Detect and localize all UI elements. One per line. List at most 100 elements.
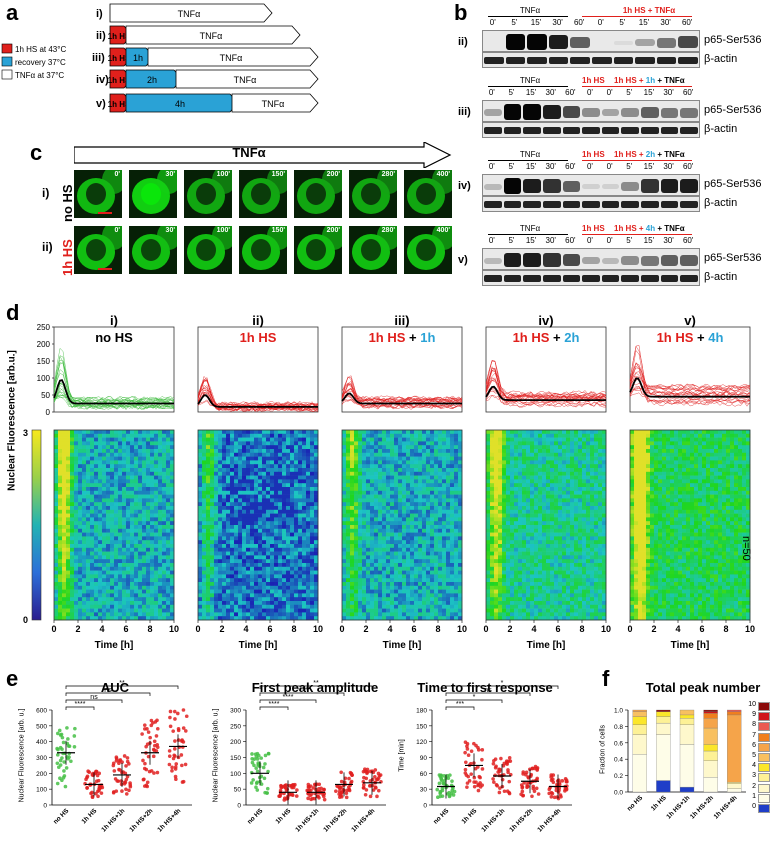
heat-cell — [350, 563, 355, 568]
heat-cell — [446, 528, 451, 533]
heat-cell — [302, 494, 307, 499]
heat-cell — [386, 452, 391, 457]
heat-cell — [410, 616, 415, 621]
heat-cell — [278, 608, 283, 613]
heat-cell — [450, 441, 455, 446]
heat-cell — [254, 547, 259, 552]
heat-cell — [258, 521, 263, 526]
heat-cell — [426, 475, 431, 480]
heat-cell — [298, 468, 303, 473]
heat-cell — [250, 578, 255, 583]
cell-image — [77, 226, 122, 270]
heat-cell — [234, 471, 239, 476]
heat-cell — [206, 536, 211, 541]
heat-cell — [118, 585, 123, 590]
heat-cell — [118, 479, 123, 484]
heat-cell — [62, 601, 67, 606]
heat-cell — [74, 536, 79, 541]
heat-cell — [378, 521, 383, 526]
heat-cell — [374, 597, 379, 602]
heat-cell — [302, 536, 307, 541]
heat-cell — [110, 483, 115, 488]
heat-cell — [418, 490, 423, 495]
heat-cell — [410, 559, 415, 564]
heat-cell — [446, 445, 451, 450]
heat-cell — [162, 456, 167, 461]
heat-cell — [366, 506, 371, 511]
heat-cell — [146, 525, 151, 530]
heat-cell — [458, 487, 463, 492]
heat-cell — [362, 449, 367, 454]
heat-cell — [290, 506, 295, 511]
heat-cell — [226, 521, 231, 526]
heat-cell — [110, 460, 115, 465]
heat-cell — [110, 487, 115, 492]
heat-cell — [354, 532, 359, 537]
heat-cell — [210, 578, 215, 583]
nucleus — [416, 183, 436, 205]
heat-cell — [310, 563, 315, 568]
heat-cell — [358, 601, 363, 606]
heat-cell — [110, 612, 115, 617]
heat-cell — [458, 464, 463, 469]
heat-cell — [222, 441, 227, 446]
heat-cell — [106, 597, 111, 602]
band — [523, 252, 541, 268]
heat-cell — [198, 601, 203, 606]
heat-cell — [278, 585, 283, 590]
heat-cell — [258, 536, 263, 541]
heat-cell — [418, 582, 423, 587]
heat-cell — [218, 456, 223, 461]
heat-cell — [282, 566, 287, 571]
heat-cell — [90, 468, 95, 473]
heat-cell — [218, 540, 223, 545]
heat-cell — [382, 551, 387, 556]
heat-cell — [234, 441, 239, 446]
heat-cell — [358, 479, 363, 484]
heat-cell — [458, 536, 463, 541]
heat-cell — [394, 468, 399, 473]
heat-cell — [154, 502, 159, 507]
heat-cell — [266, 521, 271, 526]
heat-cell — [390, 452, 395, 457]
heat-cell — [314, 513, 319, 518]
heat-cell — [386, 498, 391, 503]
heat-cell — [246, 597, 251, 602]
heat-cell — [202, 464, 207, 469]
heat-cell — [54, 483, 59, 488]
heat-cell — [414, 525, 419, 530]
heat-cell — [382, 593, 387, 598]
heat-cell — [122, 608, 127, 613]
heat-cell — [310, 601, 315, 606]
heat-cell — [422, 475, 427, 480]
heat-cell — [450, 509, 455, 514]
heat-cell — [246, 544, 251, 549]
heat-cell — [274, 490, 279, 495]
heat-cell — [394, 449, 399, 454]
heat-cell — [246, 563, 251, 568]
heat-cell — [166, 464, 171, 469]
heat-cell — [274, 616, 279, 621]
heat-cell — [434, 502, 439, 507]
heat-cell — [302, 456, 307, 461]
heat-cell — [398, 616, 403, 621]
heat-cell — [166, 498, 171, 503]
heat-cell — [78, 460, 83, 465]
heat-cell — [346, 487, 351, 492]
blot-row-label: ii) — [458, 36, 468, 48]
heat-cell — [286, 468, 291, 473]
heat-cell — [262, 437, 267, 442]
heat-cell — [418, 471, 423, 476]
heat-cell — [438, 593, 443, 598]
heat-cell — [158, 597, 163, 602]
heat-cell — [142, 502, 147, 507]
heat-cell — [90, 521, 95, 526]
heat-cell — [410, 540, 415, 545]
heat-cell — [66, 551, 71, 556]
heat-cell — [202, 475, 207, 480]
heat-cell — [250, 475, 255, 480]
heat-cell — [454, 452, 459, 457]
micro-image: 100' — [184, 226, 232, 274]
heat-cell — [82, 593, 87, 598]
header-line-red — [582, 160, 692, 161]
